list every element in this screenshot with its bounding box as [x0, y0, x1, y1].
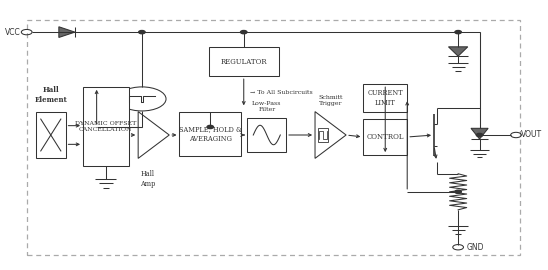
FancyBboxPatch shape [318, 128, 328, 142]
Text: VCC: VCC [4, 28, 20, 37]
Text: CONTROL: CONTROL [367, 133, 404, 141]
FancyBboxPatch shape [83, 87, 129, 166]
FancyBboxPatch shape [248, 118, 286, 152]
Circle shape [455, 31, 461, 34]
Text: Schmitt
Trigger: Schmitt Trigger [318, 96, 343, 106]
Circle shape [207, 125, 214, 129]
Circle shape [241, 31, 247, 34]
Text: Hall
Element: Hall Element [35, 86, 67, 104]
Polygon shape [59, 27, 75, 38]
Circle shape [139, 31, 145, 34]
Text: DYNAMIC OFFSET
CANCELLATION: DYNAMIC OFFSET CANCELLATION [75, 121, 136, 132]
Circle shape [455, 190, 461, 193]
Circle shape [476, 133, 483, 137]
Text: VOUT: VOUT [521, 130, 543, 140]
FancyBboxPatch shape [363, 119, 407, 155]
Text: Low-Pass
Filter: Low-Pass Filter [252, 102, 282, 112]
FancyBboxPatch shape [363, 84, 407, 112]
Polygon shape [471, 128, 488, 139]
Text: REGULATOR: REGULATOR [220, 58, 267, 66]
Text: CURRENT
LIMIT: CURRENT LIMIT [367, 89, 403, 107]
Polygon shape [448, 47, 468, 56]
FancyBboxPatch shape [209, 47, 278, 76]
Text: → To All Subcircuits: → To All Subcircuits [250, 90, 313, 95]
Text: Hall
Amp: Hall Amp [140, 170, 155, 188]
FancyBboxPatch shape [36, 112, 66, 158]
Text: SAMPLE, HOLD &
AVERAGING: SAMPLE, HOLD & AVERAGING [179, 126, 242, 143]
Text: GND: GND [466, 243, 484, 252]
FancyBboxPatch shape [179, 112, 241, 156]
